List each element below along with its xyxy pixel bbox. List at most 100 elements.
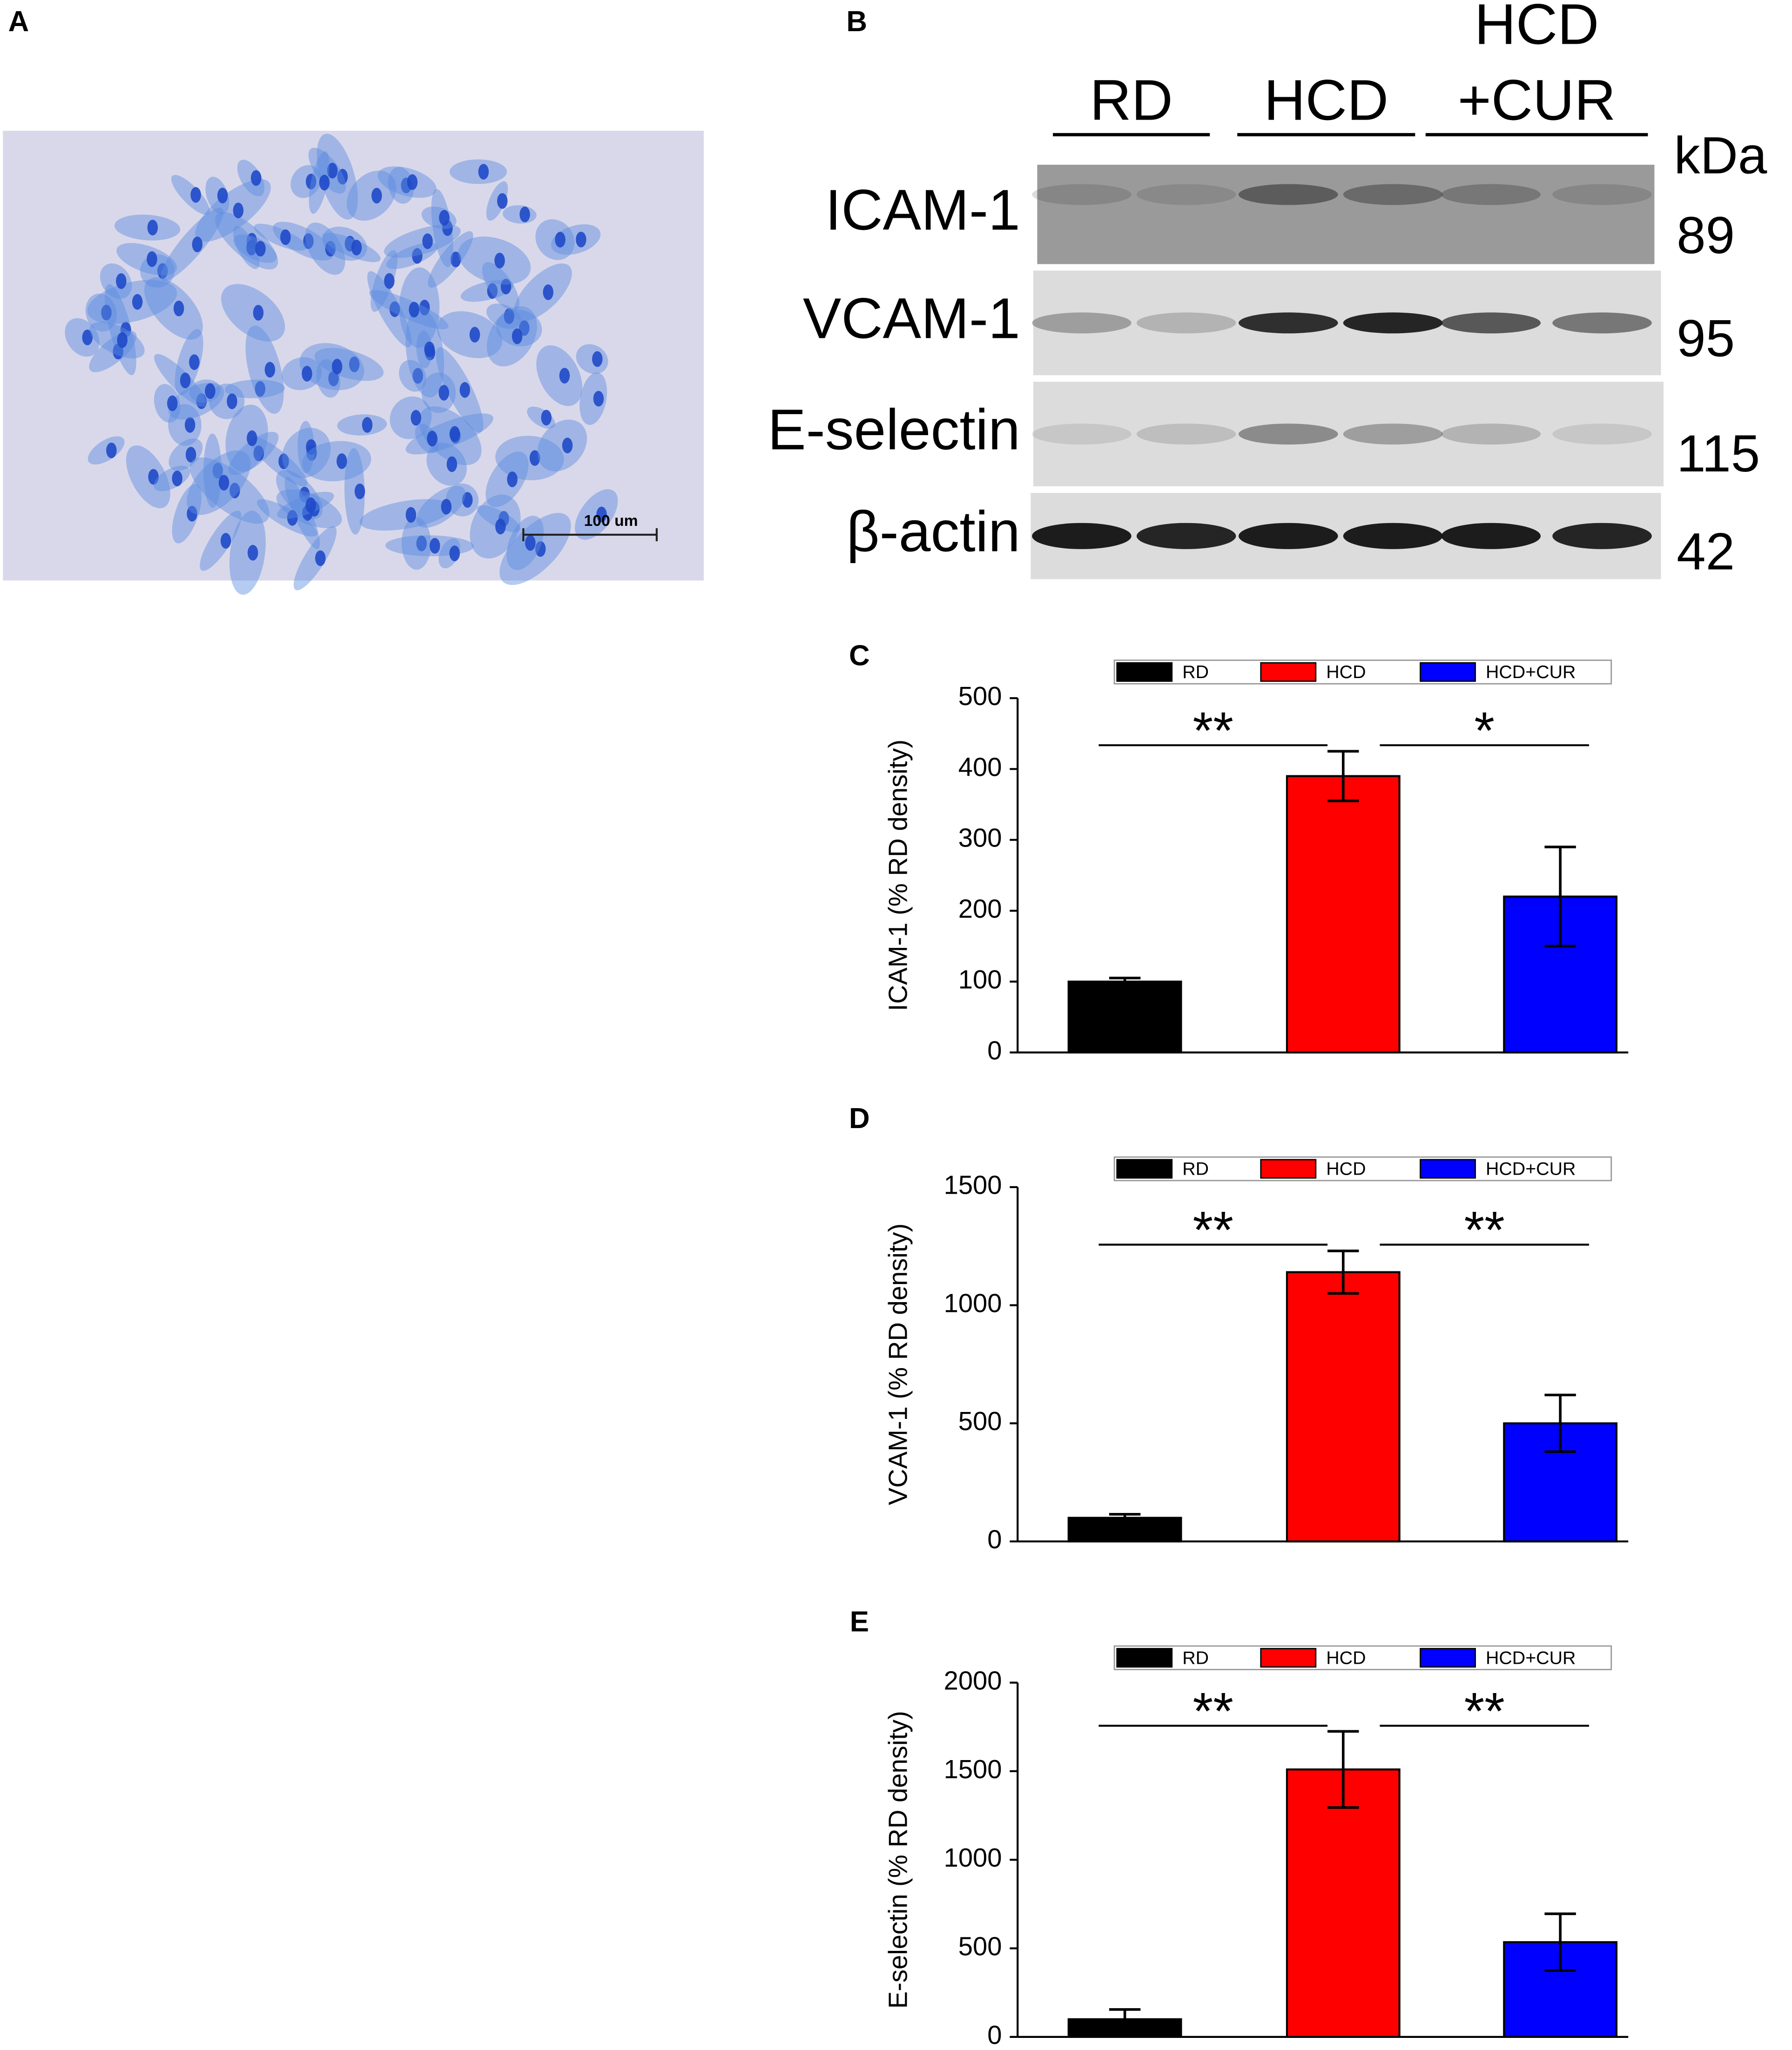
y-tick-label: 1000 [944, 1843, 1002, 1872]
nucleus [187, 505, 197, 522]
cell-body [87, 280, 177, 324]
molecular-weight: 115 [1677, 424, 1760, 483]
blot-band [1239, 184, 1338, 205]
nucleus [212, 463, 223, 479]
nucleus [117, 332, 128, 348]
nucleus [462, 492, 473, 508]
cell-body [245, 325, 284, 414]
y-tick-label: 400 [958, 752, 1002, 781]
y-tick-label: 1000 [944, 1288, 1002, 1317]
bar-charts: C ICAM-1 (% RD density) 0 100 200 300 400 500 RD… [849, 639, 1629, 2050]
legend-label: HCD+CUR [1486, 1647, 1576, 1668]
nucleus [543, 284, 553, 300]
nucleus [192, 236, 203, 253]
nucleus [351, 240, 362, 255]
blot-band [1032, 523, 1132, 549]
cell-body [477, 505, 521, 532]
legend-swatch [1116, 662, 1173, 682]
nucleus [255, 381, 266, 397]
nucleus [450, 251, 461, 268]
lane-group-label: HCD [1264, 68, 1388, 132]
molecular-weight: 42 [1677, 522, 1735, 581]
nucleus [446, 456, 458, 472]
legend-swatch [1116, 1648, 1173, 1668]
lane-group-label: +CUR [1458, 68, 1616, 132]
protein-label: β-actin [847, 499, 1020, 564]
nucleus [132, 294, 143, 310]
cell-body [233, 226, 260, 269]
y-axis-label: ICAM-1 (% RD density) [883, 739, 912, 1011]
y-tick-label: 200 [958, 894, 1002, 923]
nucleus [459, 382, 470, 398]
nucleus [497, 193, 508, 209]
nucleus [487, 283, 498, 299]
y-axis-label: E-selectin (% RD density) [883, 1711, 912, 2009]
nucleus [422, 233, 433, 249]
cell-body [154, 354, 206, 407]
significance-label: ** [1464, 1201, 1504, 1259]
nucleus [147, 220, 158, 235]
cell-body [495, 436, 564, 480]
protein-label: VCAM-1 [803, 287, 1020, 351]
molecular-weight: 95 [1677, 309, 1735, 368]
blot-band [1032, 423, 1132, 445]
legend-label: HCD+CUR [1486, 1159, 1576, 1179]
nucleus [438, 385, 449, 401]
nucleus [220, 533, 231, 549]
nucleus [167, 395, 178, 411]
y-tick-label: 300 [958, 823, 1002, 853]
y-tick-label: 0 [987, 2020, 1002, 2050]
nucleus [157, 263, 168, 279]
nucleus [405, 507, 417, 523]
nucleus [592, 351, 603, 367]
protein-label: ICAM-1 [825, 178, 1020, 242]
blot-band [1239, 423, 1338, 445]
blot-band [1343, 312, 1443, 334]
nucleus [494, 253, 505, 269]
blot-band [1343, 523, 1443, 549]
panel-label: C [849, 639, 870, 672]
nucleus [189, 354, 200, 370]
legend-swatch [1260, 662, 1317, 682]
bar [1286, 1768, 1401, 2038]
nucleus [253, 445, 264, 462]
nucleus [495, 518, 506, 535]
nucleus [576, 231, 586, 248]
nucleus [172, 470, 182, 486]
y-tick-label: 500 [958, 1931, 1002, 1961]
lane-group-label: RD [1090, 68, 1173, 132]
nucleus [596, 506, 607, 523]
blot-band [1032, 312, 1132, 334]
nucleus [430, 538, 440, 554]
nucleus [349, 356, 360, 372]
legend-label: RD [1182, 1647, 1209, 1668]
cell-body [416, 485, 466, 528]
nucleus [427, 430, 438, 447]
y-axis-label: VCAM-1 (% RD density) [883, 1223, 912, 1506]
lane-group-label: HCD [1475, 0, 1599, 56]
cell-body [168, 438, 203, 471]
nucleus [147, 251, 157, 267]
nucleus [529, 450, 540, 466]
y-tick-label: 100 [958, 965, 1002, 994]
nucleus [302, 366, 312, 382]
nucleus [409, 302, 419, 318]
protein-label: E-selectin [768, 397, 1020, 462]
nucleus [519, 320, 530, 336]
nucleus [354, 483, 365, 499]
significance-label: ** [1193, 701, 1233, 760]
nucleus [362, 417, 373, 433]
panel-label: A [8, 6, 29, 38]
nucleus [299, 486, 310, 503]
nucleus [246, 240, 257, 255]
nucleus [419, 300, 430, 316]
y-tick-label: 1500 [944, 1170, 1002, 1200]
legend-label: HCD+CUR [1486, 662, 1576, 682]
cell-body [100, 263, 132, 299]
nucleus [325, 241, 336, 257]
nucleus [250, 170, 262, 186]
nucleus [180, 372, 191, 389]
nucleus [306, 439, 317, 455]
nucleus [305, 497, 316, 513]
legend-label: HCD [1326, 1647, 1366, 1668]
